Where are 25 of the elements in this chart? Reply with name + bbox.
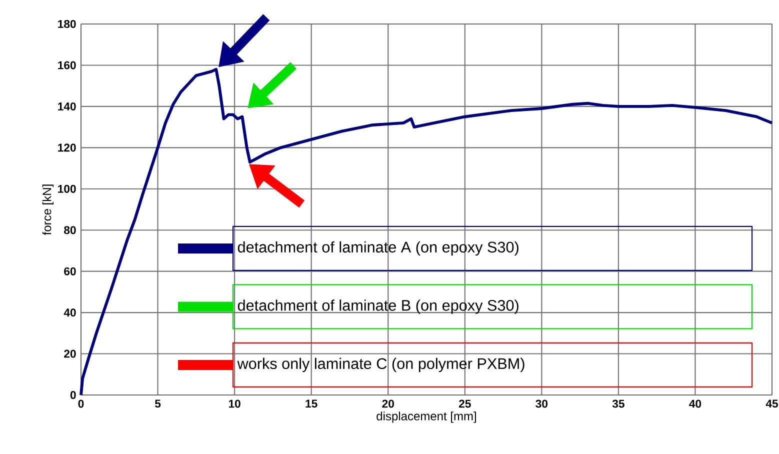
y-tick-label: 180 [58,20,76,28]
y-tick-label: 0 [70,390,76,400]
y-tick-label: 160 [58,61,76,70]
x-tick-label: 40 [689,400,702,408]
y-tick-label: 40 [64,308,76,317]
x-tick-label: 15 [306,400,318,408]
x-axis-title: displacement [mm] [376,412,476,423]
x-tick-label: 25 [458,400,471,408]
x-tick-label: 20 [382,400,394,408]
x-tick-label: 10 [228,400,240,408]
y-tick-label: 20 [64,350,76,358]
y-tick-label: 120 [58,144,76,152]
y-tick-label: 80 [64,226,76,234]
x-tick-label: 0 [78,400,84,408]
x-tick-label: 30 [536,400,548,408]
annotation: works only laminate C (on polymer PXBM) [237,358,524,372]
y-tick-label: 140 [58,102,76,110]
x-tick-label: 35 [612,400,624,408]
x-tick-label: 45 [766,400,778,408]
y-axis-title: force [kN] [42,184,54,236]
y-tick-label: 60 [64,267,76,276]
y-tick-label: 100 [58,184,76,193]
annotation: detachment of laminate B (on epoxy S30) [238,300,518,314]
x-tick-label: 5 [154,400,161,408]
annotation: detachment of laminate A (on epoxy S30) [238,241,518,256]
